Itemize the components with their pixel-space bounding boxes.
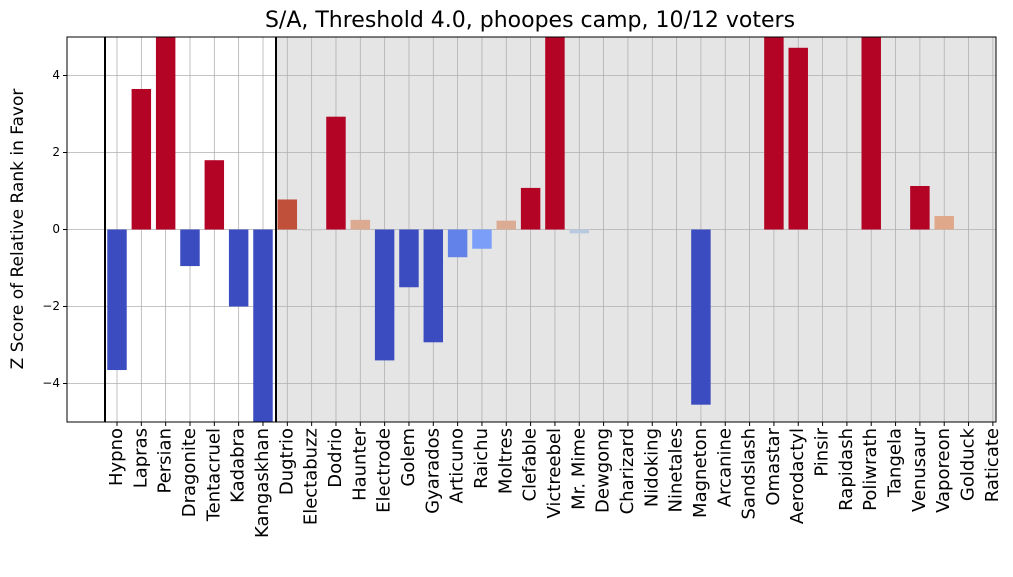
x-tick-label: Dugtrio [276, 428, 297, 495]
bars [107, 37, 954, 422]
x-tick-label: Golem [398, 428, 419, 487]
y-tick-label: 0 [52, 222, 60, 236]
bar [204, 160, 225, 230]
bar [520, 187, 541, 230]
x-tick-label: Charizard [617, 428, 638, 514]
bar [423, 229, 444, 343]
bar [277, 199, 298, 230]
bar [447, 229, 468, 258]
bar [301, 229, 322, 231]
x-tick-label: Kangaskhan [252, 428, 273, 538]
bar [788, 47, 808, 230]
bar [155, 37, 176, 230]
x-tick-label: Magneton [690, 428, 711, 518]
x-tick-label: Ninetales [666, 428, 687, 513]
x-tick-label: Electabuzz [301, 428, 322, 525]
x-tick-label: Sandslash [739, 428, 760, 520]
x-tick-label: Raticate [982, 428, 1003, 502]
bar [691, 229, 711, 405]
bar [910, 185, 930, 230]
bar [350, 219, 371, 230]
chart-title: S/A, Threshold 4.0, phoopes camp, 10/12 … [265, 8, 795, 33]
x-tick-label: Dewgong [593, 428, 614, 513]
x-tick-label: Tentacruel [203, 428, 224, 522]
bar [374, 229, 395, 361]
x-tick-label: Tangela [885, 428, 906, 498]
x-tick-label: Nidoking [641, 428, 662, 507]
x-tick-label: Pinsir [812, 427, 833, 476]
x-tick-label: Electrode [374, 428, 395, 513]
x-tick-label: Venusaur [909, 427, 930, 512]
bar [131, 88, 152, 230]
x-tick-label: Arcanine [714, 428, 735, 507]
bar [399, 229, 419, 288]
bar [326, 116, 346, 230]
x-tick-label: Moltres [495, 428, 516, 494]
y-tick-label: 2 [52, 145, 60, 159]
bar [934, 216, 954, 230]
bar [764, 37, 784, 230]
x-tick-label: Dodrio [325, 428, 346, 488]
x-tick-label: Omastar [763, 427, 784, 505]
x-tick-label: Persian [155, 428, 176, 494]
bar [861, 37, 881, 230]
bar [180, 229, 200, 267]
bar [569, 229, 590, 234]
x-tick-label: Mr. Mime [568, 428, 589, 510]
bar [253, 229, 273, 422]
x-tick-label: Victreebel [544, 428, 565, 519]
x-tick-label: Clefable [520, 428, 541, 502]
bar [472, 229, 492, 249]
x-tick-label: Aerodactyl [787, 428, 808, 524]
x-tick-label: Gyarados [422, 428, 443, 514]
x-tick-label: Golduck [958, 427, 979, 501]
y-tick-label: −2 [42, 299, 60, 313]
bar [228, 229, 249, 307]
x-tick-label: Rapidash [836, 428, 857, 511]
bar [496, 220, 517, 230]
x-tick-label: Vaporeon [933, 428, 954, 513]
x-tick-label: Kadabra [228, 428, 249, 503]
labels: −4 −2 0 2 4 Hypno Lapras Persian Dragonite Tentac… [42, 68, 1003, 538]
bar [107, 229, 127, 371]
bar [545, 37, 565, 230]
x-tick-label: Lapras [130, 428, 151, 488]
x-tick-label: Hypno [106, 428, 127, 486]
x-tick-label: Poliwrath [860, 428, 881, 511]
y-axis-label: Z Score of Relative Rank in Favor [8, 89, 28, 370]
y-tick-label: 4 [52, 68, 60, 82]
x-tick-label: Articuno [447, 428, 468, 504]
x-tick-label: Raichu [471, 428, 492, 489]
y-tick-label: −4 [42, 376, 60, 390]
x-tick-label: Haunter [349, 427, 370, 501]
x-tick-label: Dragonite [179, 428, 200, 517]
